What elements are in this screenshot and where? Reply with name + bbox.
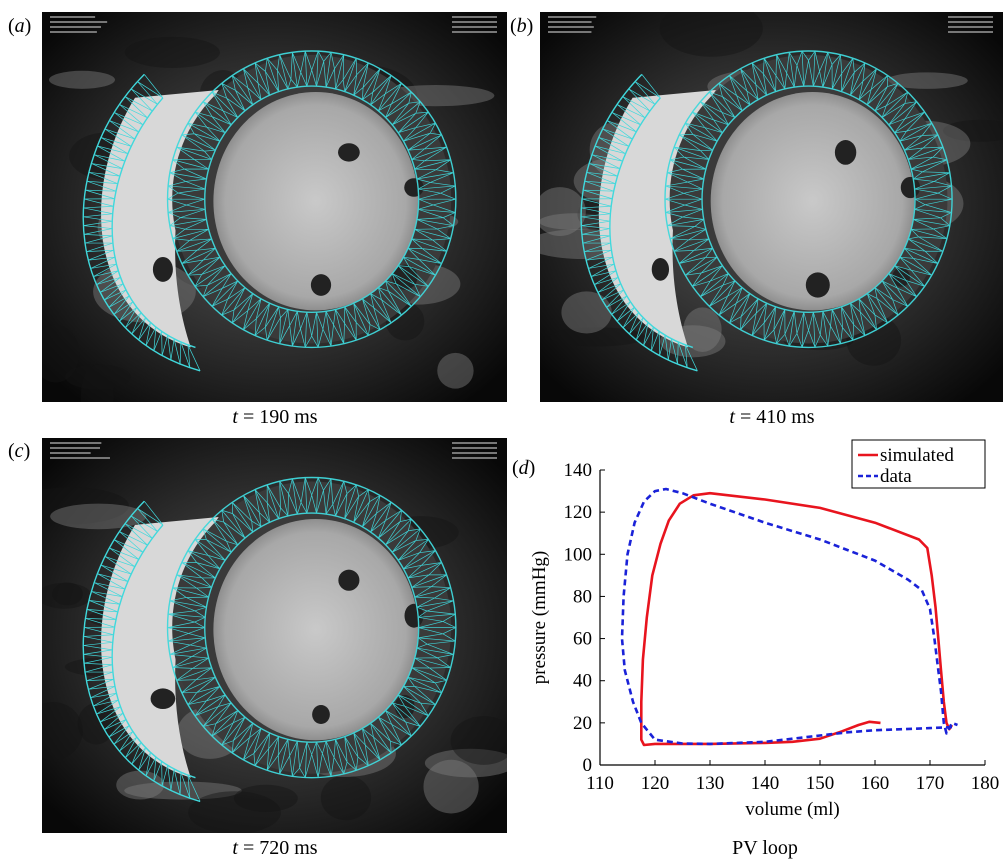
y-tick-label: 0 (583, 755, 593, 776)
y-tick-label: 100 (564, 544, 593, 565)
y-tick-label: 80 (573, 586, 592, 607)
y-tick-label: 140 (564, 460, 593, 481)
x-axis-label: volume (ml) (745, 799, 839, 820)
time-caption-b: t = 410 ms (729, 406, 815, 428)
x-tick-label: 170 (916, 773, 945, 794)
mri-image-a (42, 12, 507, 402)
x-tick-label: 160 (861, 773, 890, 794)
mri-image-b (540, 12, 1003, 402)
mri-image-c (42, 438, 507, 833)
y-tick-label: 120 (564, 502, 593, 523)
x-tick-label: 150 (806, 773, 835, 794)
panel-letter-a: (a) (8, 15, 32, 37)
legend-box (851, 439, 986, 489)
time-caption-a: t = 190 ms (232, 406, 318, 428)
y-tick-label: 60 (573, 629, 592, 650)
series-line-simulated (640, 491, 954, 747)
panel-letter-b: (b) (510, 15, 534, 37)
series-line-data (620, 487, 958, 746)
y-tick-label: 40 (573, 671, 592, 692)
panel-letter-c: (c) (8, 440, 31, 462)
y-axis-label: pressure (mmHg) (529, 551, 550, 685)
x-tick-label: 110 (586, 773, 614, 794)
panel-letter-d: (d) (512, 457, 536, 479)
x-tick-label: 140 (751, 773, 780, 794)
x-tick-label: 120 (641, 773, 670, 794)
x-tick-label: 130 (696, 773, 725, 794)
legend-label-simulated: simulated (880, 445, 954, 466)
y-tick-label: 20 (573, 713, 592, 734)
legend-label-data: data (880, 466, 912, 487)
pv-loop-caption: PV loop (732, 837, 798, 859)
pv-loop-chart: 110 120 130 140 150 160 170 180 0 20 40 60 80 100 120 1… (529, 439, 1000, 820)
time-caption-c: t = 720 ms (232, 837, 318, 859)
x-tick-label: 180 (971, 773, 1000, 794)
